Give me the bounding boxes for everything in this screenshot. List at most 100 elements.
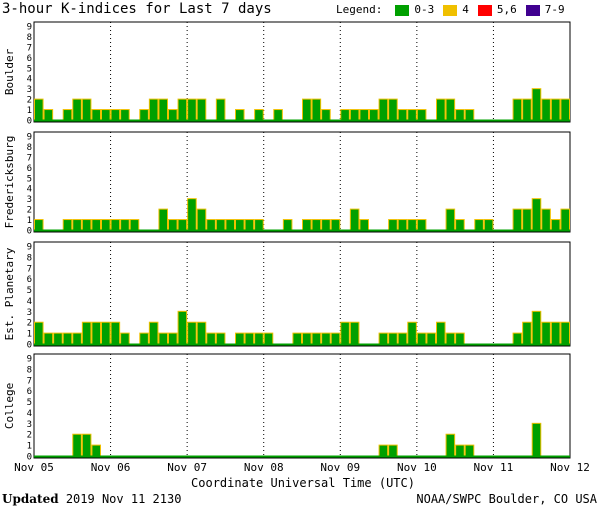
bar-boulder [273,109,283,121]
bar-fredericksburg [235,219,245,231]
bar-est-planetary [158,332,169,345]
legend-label-7-9: 7-9 [544,3,565,16]
bar-est-planetary [522,321,532,345]
credit-text: NOAA/SWPC Boulder, CO USA [416,492,597,506]
y-tick-label: 0 [27,117,32,127]
bar-est-planetary [101,321,111,345]
bar-fredericksburg [349,208,360,231]
series-label-est-planetary: Est. Planetary [3,247,16,340]
baseline-est-planetary [34,343,570,346]
bar-est-planetary [72,332,82,345]
bar-boulder [550,98,561,121]
bar-boulder [560,98,571,121]
legend: Legend: 0-3 4 5,6 7-9 [336,3,565,17]
x-tick-label: Nov 05 [14,461,54,474]
bar-boulder [177,98,188,121]
x-tick-label: Nov 07 [167,461,207,474]
bar-boulder [321,109,331,121]
bar-boulder [81,98,92,121]
bar-boulder [215,98,226,121]
bar-boulder [531,88,542,121]
bar-fredericksburg [110,219,121,231]
y-tick-label: 2 [27,206,32,216]
y-tick-label: 4 [27,409,32,419]
y-tick-label: 6 [27,275,32,285]
bar-fredericksburg [91,219,102,231]
bar-est-planetary [168,332,178,345]
y-tick-label: 9 [27,133,32,143]
y-tick-label: 8 [27,253,32,263]
bar-fredericksburg [168,219,178,231]
bar-college [455,444,465,457]
bar-est-planetary [349,321,360,345]
updated-value: 2019 Nov 11 2130 [65,492,182,506]
bar-college [531,422,542,457]
bar-boulder [397,109,408,121]
y-tick-label: 1 [27,106,32,116]
bar-est-planetary [196,321,207,345]
legend-label-5-6: 5,6 [496,3,517,16]
bar-fredericksburg [330,219,341,231]
bar-fredericksburg [541,208,551,231]
bar-est-planetary [407,321,417,345]
bar-est-planetary [378,332,389,345]
y-tick-label: 7 [27,376,32,386]
bar-est-planetary [445,332,456,345]
bar-boulder [311,98,322,121]
bar-boulder [407,109,417,121]
bar-est-planetary [91,321,102,345]
bar-fredericksburg [254,219,264,231]
y-tick-label: 5 [27,174,32,184]
series-label-fredericksburg: Fredericksburg [3,136,16,229]
bar-est-planetary [254,332,264,345]
legend-label-4: 4 [462,3,469,16]
bar-fredericksburg [225,219,236,231]
bar-est-planetary [302,332,312,345]
series-label-college: College [3,383,16,429]
bar-boulder [62,109,73,121]
y-tick-label: 8 [27,33,32,43]
legend-swatch-4 [443,4,458,16]
k-index-chart: 0123456789Boulder0123456789Fredericksbur… [3,21,590,490]
chart-title: 3-hour K-indices for Last 7 days [2,1,272,17]
bar-fredericksburg [416,219,427,231]
updated-timestamp: Updated 2019 Nov 11 2130 [2,491,181,507]
panel-frame-college [33,353,571,459]
bar-est-planetary [455,332,465,345]
bar-boulder [455,109,465,121]
bar-fredericksburg [522,208,532,231]
bar-fredericksburg [474,219,484,231]
bar-boulder [148,98,159,121]
y-tick-label: 6 [27,387,32,397]
legend-swatch-7-9 [525,4,540,16]
bar-est-planetary [81,321,92,345]
bar-boulder [388,98,398,121]
bar-fredericksburg [120,219,130,231]
bar-fredericksburg [34,219,44,231]
bar-college [378,444,389,457]
bar-est-planetary [560,321,571,345]
y-tick-label: 1 [27,442,32,452]
x-tick-label: Nov 08 [244,461,284,474]
y-tick-label: 3 [27,308,32,318]
x-tick-label: Nov 06 [91,461,131,474]
bar-fredericksburg [206,219,216,231]
x-tick-label: Nov 09 [320,461,360,474]
bar-est-planetary [43,332,54,345]
bar-fredericksburg [321,219,331,231]
bar-est-planetary [550,321,561,345]
bar-boulder [43,109,54,121]
bar-fredericksburg [129,219,140,231]
bar-boulder [541,98,551,121]
bar-est-planetary [311,332,322,345]
bar-est-planetary [215,332,226,345]
y-tick-label: 0 [27,453,32,463]
bar-est-planetary [110,321,121,345]
bar-fredericksburg [445,208,456,231]
legend-item-4: 4 [443,3,469,17]
bar-fredericksburg [244,219,255,231]
bar-est-planetary [426,332,436,345]
y-tick-label: 3 [27,420,32,430]
bar-est-planetary [436,321,446,345]
bar-fredericksburg [531,198,542,231]
